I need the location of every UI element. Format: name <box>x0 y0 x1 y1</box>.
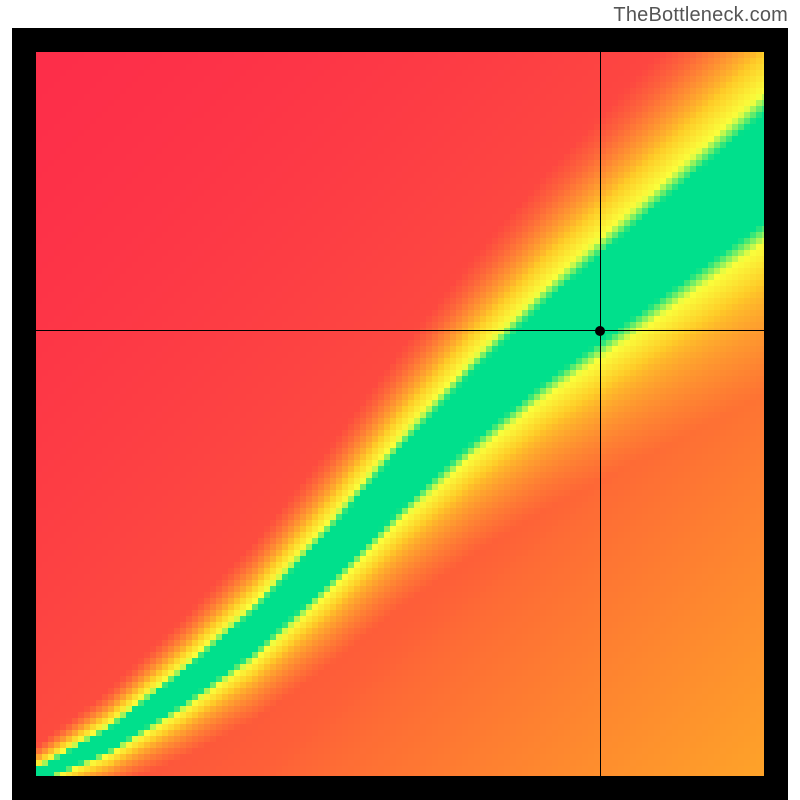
chart-container: TheBottleneck.com <box>0 0 800 800</box>
watermark-text: TheBottleneck.com <box>613 4 788 27</box>
crosshair-horizontal <box>36 330 764 331</box>
heatmap-canvas <box>36 52 764 776</box>
crosshair-vertical <box>600 52 601 776</box>
crosshair-marker <box>595 326 605 336</box>
